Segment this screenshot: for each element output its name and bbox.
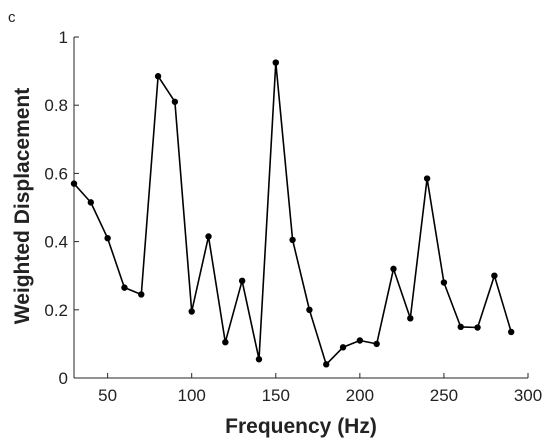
x-tick-label: 200	[346, 386, 374, 405]
x-axis-title: Frequency (Hz)	[225, 415, 377, 438]
data-point	[188, 308, 195, 315]
data-point	[171, 98, 179, 105]
series-line-group	[73, 61, 512, 366]
data-point	[70, 180, 78, 187]
data-point	[289, 236, 296, 244]
y-tick-label: 0.8	[44, 96, 68, 115]
data-point	[423, 175, 431, 182]
data-point	[238, 277, 246, 285]
data-point	[306, 306, 313, 313]
x-tick-label: 100	[178, 386, 206, 405]
data-point	[491, 272, 498, 279]
data-point	[205, 233, 212, 240]
data-point	[474, 324, 481, 331]
data-point	[339, 344, 347, 351]
data-point	[356, 337, 364, 344]
y-tick-label: 0.4	[44, 233, 68, 252]
data-point	[154, 73, 162, 80]
data-point	[440, 279, 448, 286]
panel-label: c	[8, 9, 16, 26]
data-point	[255, 356, 263, 363]
data-points	[70, 59, 515, 368]
data-point	[121, 284, 128, 291]
data-point	[407, 315, 414, 322]
y-tick-label: 0.6	[44, 164, 68, 183]
series-line	[73, 61, 512, 366]
y-tick-label: 0	[59, 369, 68, 388]
y-axis-title: Weighted Displacement	[11, 88, 34, 325]
data-point	[222, 338, 229, 346]
data-point	[457, 323, 464, 331]
y-tick-label: 1	[59, 28, 68, 47]
x-tick-label: 250	[430, 386, 458, 405]
data-point	[104, 234, 111, 242]
data-point	[87, 199, 95, 206]
y-tick-label: 0.2	[44, 301, 68, 320]
x-tick-label: 150	[262, 386, 290, 405]
data-point	[272, 59, 279, 66]
axes: 50 100 150 200 250 300 0 0.2 0.4 0.6 0.8 1	[44, 28, 542, 405]
data-point	[507, 328, 515, 336]
x-tick-label: 300	[514, 386, 542, 405]
data-point	[138, 291, 145, 298]
data-point	[390, 265, 397, 273]
x-tick-label: 50	[98, 386, 117, 405]
data-point	[373, 340, 380, 348]
data-point	[323, 361, 330, 368]
